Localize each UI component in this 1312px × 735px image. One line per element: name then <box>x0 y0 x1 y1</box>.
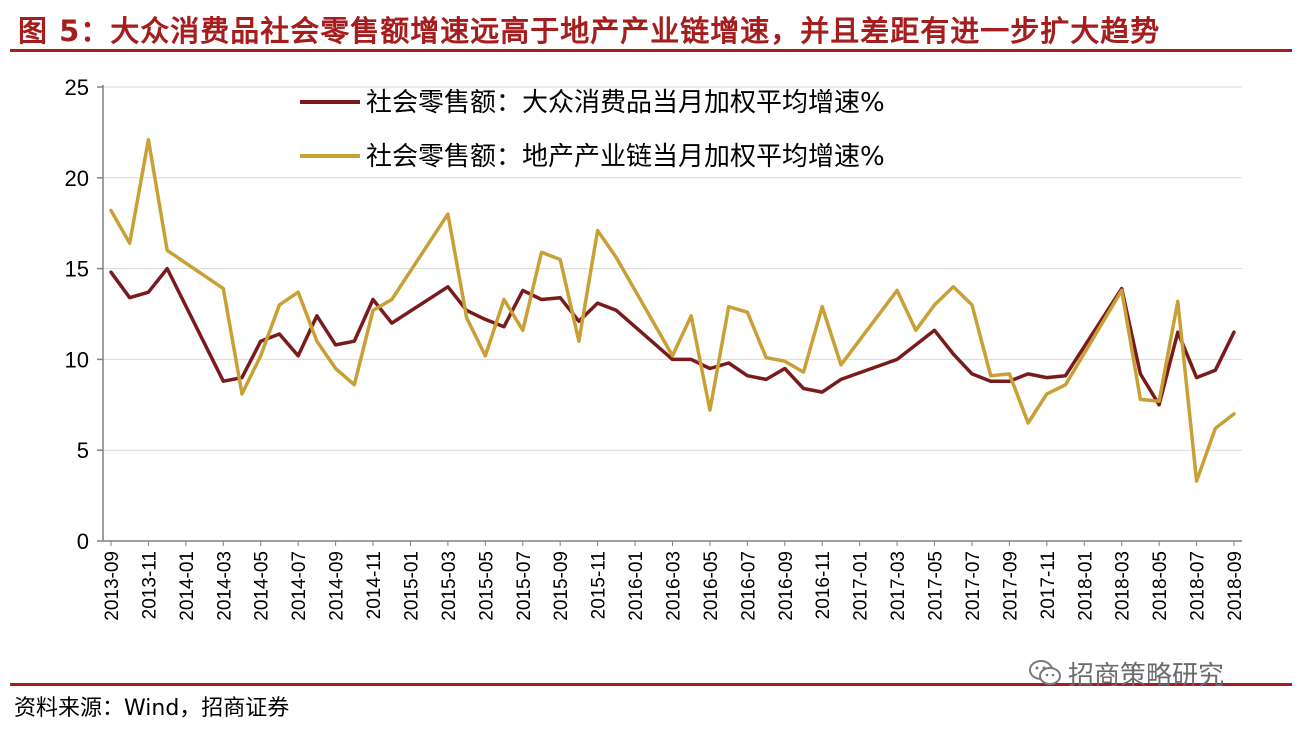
y-tick-label: 0 <box>77 529 89 554</box>
x-tick-label: 2018-03 <box>1113 551 1134 621</box>
x-tick-label: 2017-09 <box>1000 551 1021 621</box>
x-tick-label: 2013-11 <box>139 551 160 619</box>
x-axis-ticks: 2013-09 2013-11 2014-01 2014-03 2014-05 2014-… <box>102 551 1246 621</box>
x-tick-label: 2014-03 <box>214 551 235 621</box>
series-line-property <box>109 137 1236 483</box>
legend: 社会零售额：大众消费品当月加权平均增速% 社会零售额：地产产业链当月加权平均增速% <box>300 88 885 172</box>
x-tick-label: 2017-07 <box>963 551 984 621</box>
x-tick-label: 2014-07 <box>289 551 310 621</box>
wechat-icon <box>1029 660 1061 685</box>
x-tick-label: 2018-01 <box>1075 551 1096 621</box>
x-tick-label: 2018-07 <box>1188 551 1209 621</box>
legend-label: 社会零售额：地产产业链当月加权平均增速% <box>366 142 885 172</box>
y-tick-label: 15 <box>65 257 89 282</box>
title-bar: 图 5：大众消费品社会零售额增速远高于地产产业链增速，并且差距有进一步扩大趋势 <box>0 0 1292 52</box>
source-note: 资料来源：Wind，招商证券 <box>14 696 290 721</box>
x-tick-label: 2015-05 <box>476 551 497 621</box>
x-tick-label: 2015-11 <box>589 551 610 619</box>
x-tick-label: 2014-05 <box>252 551 273 621</box>
x-tick-label: 2016-03 <box>664 551 685 621</box>
series-line-consumer <box>109 266 1236 407</box>
y-tick-label: 20 <box>65 166 89 191</box>
x-tick-label: 2017-05 <box>926 551 947 621</box>
x-tick-label: 2014-11 <box>364 551 385 619</box>
x-tick-label: 2015-01 <box>401 551 422 621</box>
x-tick-label: 2016-01 <box>626 551 647 621</box>
title-divider <box>10 49 1292 52</box>
y-tick-label: 5 <box>77 438 89 463</box>
gridlines <box>103 86 1242 451</box>
axes <box>97 85 1242 546</box>
watermark: 招商策略研究 <box>1028 656 1225 691</box>
x-tick-label: 2016-11 <box>813 551 834 619</box>
x-tick-label: 2017-03 <box>888 551 909 621</box>
series-lines <box>109 137 1236 483</box>
y-tick-label: 25 <box>65 75 89 100</box>
legend-label: 社会零售额：大众消费品当月加权平均增速% <box>366 88 885 118</box>
figure-title: 图 5：大众消费品社会零售额增速远高于地产产业链增速，并且差距有进一步扩大趋势 <box>18 14 1161 48</box>
x-tick-label: 2016-05 <box>701 551 722 621</box>
x-tick-label: 2018-05 <box>1150 551 1171 621</box>
x-tick-label: 2013-09 <box>102 551 123 621</box>
x-tick-label: 2015-09 <box>551 551 572 621</box>
y-tick-label: 10 <box>65 347 89 372</box>
x-tick-label: 2018-09 <box>1225 551 1246 621</box>
x-tick-label: 2015-07 <box>514 551 535 621</box>
x-tick-label: 2017-11 <box>1038 551 1059 619</box>
x-tick-label: 2015-03 <box>439 551 460 621</box>
x-tick-label: 2017-01 <box>851 551 872 621</box>
x-tick-label: 2016-07 <box>738 551 759 621</box>
x-tick-label: 2014-01 <box>177 551 198 621</box>
footer-divider <box>10 683 1292 686</box>
watermark-text: 招商策略研究 <box>1068 660 1225 691</box>
x-tick-label: 2016-09 <box>776 551 797 621</box>
y-axis-ticks: 0 5 10 15 20 25 <box>65 75 89 554</box>
x-tick-label: 2014-09 <box>327 551 348 621</box>
